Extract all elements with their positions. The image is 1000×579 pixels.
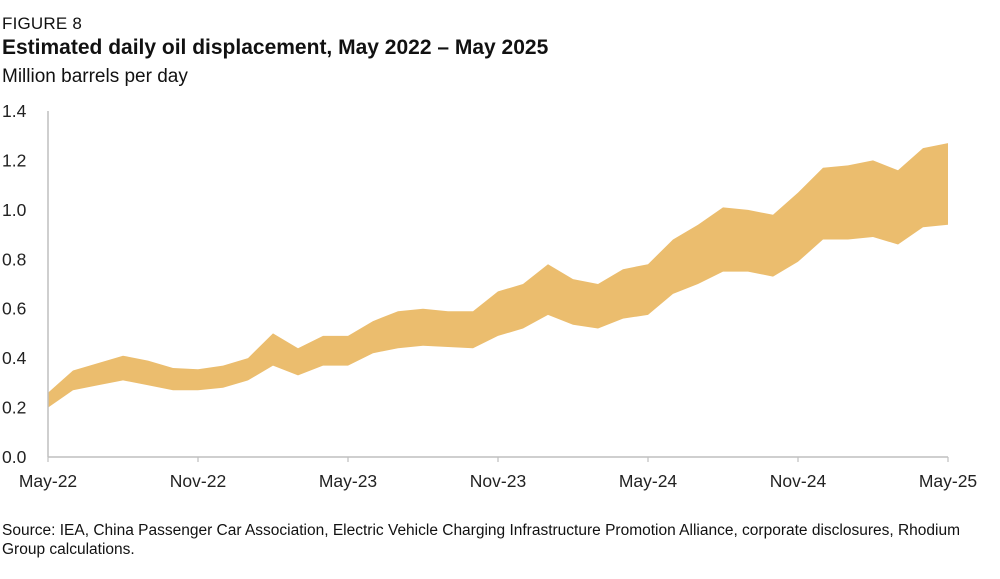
chart-title: Estimated daily oil displacement, May 20… bbox=[2, 36, 549, 59]
y-tick-label: 0.2 bbox=[2, 398, 26, 418]
x-tick-label: May-22 bbox=[19, 471, 77, 491]
x-tick-label: May-25 bbox=[919, 471, 977, 491]
chart-subtitle: Million barrels per day bbox=[2, 66, 188, 87]
displacement-range-band bbox=[48, 143, 948, 408]
y-tick-label: 1.2 bbox=[2, 150, 26, 170]
x-tick-label: Nov-23 bbox=[470, 471, 526, 491]
y-tick-label: 0.8 bbox=[2, 249, 26, 269]
figure-label: FIGURE 8 bbox=[2, 14, 83, 33]
x-tick-label: May-24 bbox=[619, 471, 678, 491]
y-tick-label: 1.0 bbox=[2, 200, 27, 220]
x-tick-label: May-23 bbox=[319, 471, 377, 491]
source-note: Source: IEA, China Passenger Car Associa… bbox=[2, 522, 961, 558]
y-tick-label: 0.6 bbox=[2, 299, 26, 319]
x-tick-label: Nov-24 bbox=[770, 471, 827, 491]
x-tick-label: Nov-22 bbox=[170, 471, 226, 491]
y-tick-label: 0.0 bbox=[2, 447, 27, 467]
y-tick-label: 0.4 bbox=[2, 348, 27, 368]
y-tick-label: 1.4 bbox=[2, 101, 27, 121]
